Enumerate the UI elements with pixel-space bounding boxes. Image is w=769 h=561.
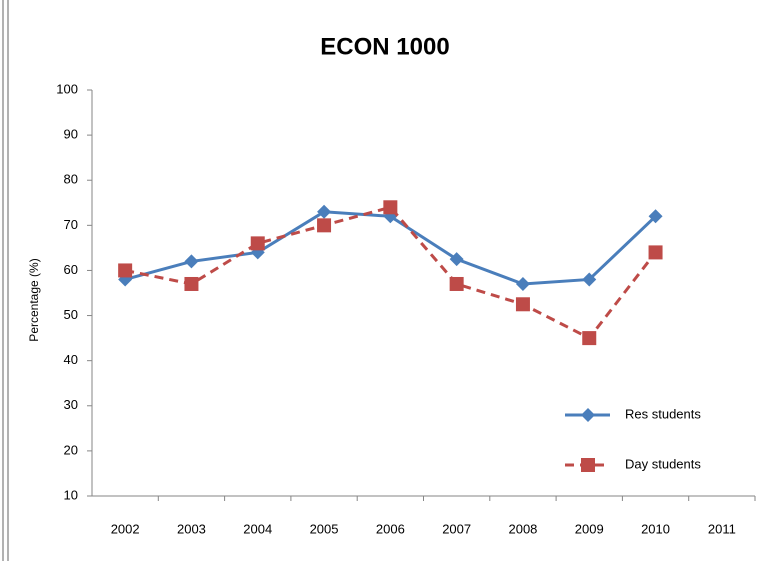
point-marker [184,254,199,269]
y-tick-label: 100 [56,81,78,96]
point-marker [582,272,597,287]
x-tick-label: 2008 [508,521,537,536]
x-tick-label: 2005 [310,521,339,536]
x-tick-label: 2010 [641,521,670,536]
point-marker [383,200,398,215]
y-tick-label: 90 [64,127,78,142]
x-tick-label: 2007 [442,521,471,536]
legend-label: Res students [625,406,701,421]
y-tick-label: 70 [64,217,78,232]
x-tick-label: 2009 [575,521,604,536]
point-marker [449,276,464,291]
point-marker [515,276,530,291]
y-tick-label: 50 [64,307,78,322]
y-tick-label: 10 [64,487,78,502]
point-marker [250,236,265,251]
y-tick-label: 20 [64,442,78,457]
x-tick-label: 2003 [177,521,206,536]
y-tick-label: 40 [64,352,78,367]
point-marker [648,245,663,260]
legend-label: Day students [625,456,701,471]
x-tick-label: 2004 [243,521,272,536]
point-marker [317,204,332,219]
chart-title: ECON 1000 [320,33,449,60]
legend-marker [581,458,595,472]
point-marker [317,218,332,233]
y-tick-label: 60 [64,262,78,277]
point-marker [515,297,530,312]
point-marker [184,276,199,291]
x-tick-label: 2006 [376,521,405,536]
x-tick-label: 2011 [708,521,736,536]
legend-marker [581,408,595,422]
x-tick-label: 2002 [111,521,140,536]
y-axis-label: Percentage (%) [27,258,41,341]
point-marker [648,209,663,224]
point-marker [582,331,597,346]
y-tick-label: 30 [64,397,78,412]
series-line [124,205,657,341]
y-tick-label: 80 [64,172,78,187]
point-marker [449,252,464,267]
point-marker [118,263,133,278]
